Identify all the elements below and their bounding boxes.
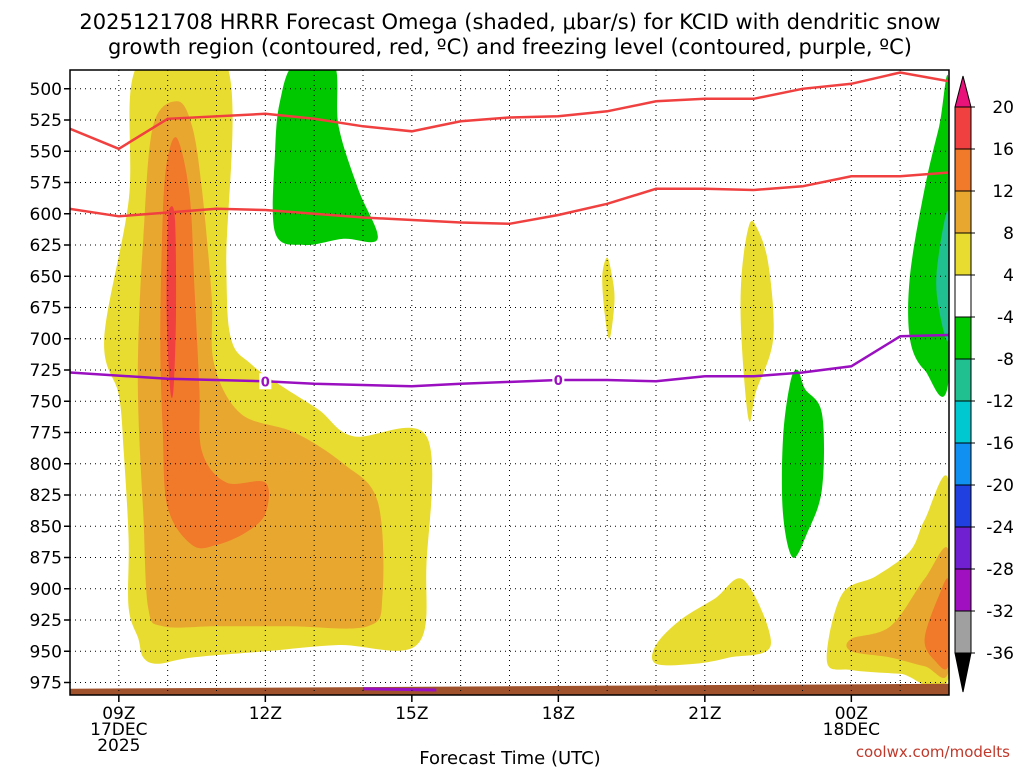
colorbar-label: 4 bbox=[1003, 266, 1014, 286]
ground-fill bbox=[70, 683, 949, 695]
colorbar-bin bbox=[954, 610, 972, 654]
y-tick-label: 600 bbox=[30, 205, 62, 225]
y-tick-label: 650 bbox=[30, 267, 62, 287]
omega-region-2 bbox=[160, 137, 270, 549]
terrain-ground bbox=[70, 683, 949, 695]
colorbar-bin bbox=[954, 568, 972, 612]
chart-title-line1: 2025121708 HRRR Forecast Omega (shaded, … bbox=[79, 10, 940, 34]
colorbar-label: 12 bbox=[992, 182, 1014, 202]
freezing-level-contour bbox=[70, 333, 949, 388]
y-tick-label: 975 bbox=[30, 674, 62, 694]
x-tick-label: 09Z bbox=[102, 704, 135, 724]
colorbar-label: -28 bbox=[986, 560, 1014, 580]
x-tick-label: 00Z bbox=[835, 704, 868, 724]
y-tick-label: 775 bbox=[30, 424, 62, 444]
colorbar-label: 20 bbox=[992, 98, 1014, 118]
chart-title-line2: growth region (contoured, red, ºC) and f… bbox=[108, 35, 912, 59]
colorbar-label: -36 bbox=[986, 644, 1014, 664]
dgz-upper-contour bbox=[70, 71, 949, 151]
y-axis-pressure: 500 525 550 575 600 625 650 675 700 725 750 775 800 8… bbox=[30, 80, 70, 694]
y-tick-label: 575 bbox=[30, 174, 62, 194]
omega-region-8 bbox=[846, 547, 949, 678]
dgz-lower-contour bbox=[70, 171, 949, 226]
omega-region-6 bbox=[651, 578, 771, 666]
grid-lines bbox=[70, 70, 949, 695]
omega-region-10 bbox=[272, 70, 378, 246]
omega-region-11 bbox=[781, 369, 825, 558]
colorbar-bin bbox=[954, 316, 972, 360]
colorbar-bin bbox=[954, 106, 972, 150]
colorbar-label: -8 bbox=[997, 350, 1014, 370]
x-tick-label: 12Z bbox=[249, 704, 282, 724]
colorbar-label: -4 bbox=[997, 308, 1014, 328]
x-tick-label: 17DEC bbox=[90, 720, 147, 740]
y-tick-label: 625 bbox=[30, 236, 62, 256]
y-tick-label: 925 bbox=[30, 611, 62, 631]
colorbar-label: 16 bbox=[992, 140, 1014, 160]
colorbar-legend: 20 16 12 8 4 -4 -8 -12 -16 -20 -24 -28 -32 -36 bbox=[954, 75, 1014, 693]
omega-region-9 bbox=[924, 578, 949, 670]
y-tick-label: 500 bbox=[30, 80, 62, 100]
colorbar-label: -16 bbox=[986, 434, 1014, 454]
omega-region-5 bbox=[740, 220, 774, 422]
colorbar-bin bbox=[954, 400, 972, 444]
colorbar-label: -24 bbox=[986, 518, 1014, 538]
colorbar-label: 8 bbox=[1003, 224, 1014, 244]
y-tick-label: 725 bbox=[30, 361, 62, 381]
freezing-label-bg-0 bbox=[259, 373, 272, 390]
colorbar-bin bbox=[954, 484, 972, 528]
colorbar-bottom-arrow bbox=[954, 652, 972, 693]
colorbar-label: -12 bbox=[986, 392, 1014, 412]
freezing-label-bg-1 bbox=[552, 372, 565, 388]
colorbar-bin bbox=[954, 274, 972, 318]
colorbar-bin bbox=[954, 190, 972, 234]
x-axis-label: Forecast Time (UTC) bbox=[419, 748, 600, 768]
x-tick-label: 18Z bbox=[542, 704, 575, 724]
omega-region-13 bbox=[936, 210, 949, 342]
colorbar-bin bbox=[954, 358, 972, 402]
x-tick-label: 21Z bbox=[688, 704, 721, 724]
x-tick-label: 15Z bbox=[395, 704, 428, 724]
plot-frame bbox=[69, 69, 950, 696]
colorbar-top-arrow bbox=[954, 75, 972, 108]
x-tick-label: 2025 bbox=[97, 736, 140, 756]
y-tick-label: 675 bbox=[30, 299, 62, 319]
y-tick-label: 950 bbox=[30, 642, 62, 662]
surface-freezing-segment bbox=[362, 687, 437, 692]
shaded-omega-regions bbox=[104, 70, 949, 690]
colorbar-label: -20 bbox=[986, 476, 1014, 496]
omega-region-4 bbox=[602, 257, 615, 339]
omega-region-3 bbox=[166, 206, 177, 399]
colorbar-bin bbox=[954, 442, 972, 486]
omega-region-12 bbox=[908, 74, 949, 397]
colorbar-bin bbox=[954, 526, 972, 570]
y-tick-label: 800 bbox=[30, 455, 62, 475]
y-tick-label: 550 bbox=[30, 142, 62, 162]
x-tick-label: 18DEC bbox=[823, 720, 880, 740]
y-tick-label: 825 bbox=[30, 486, 62, 506]
freezing-level-label: 0 bbox=[554, 374, 563, 389]
freezing-level-label: 0 bbox=[261, 375, 270, 390]
y-tick-label: 525 bbox=[30, 111, 62, 131]
y-tick-label: 850 bbox=[30, 517, 62, 537]
credit-text: coolwx.com/modelts bbox=[856, 743, 1010, 761]
colorbar-bin bbox=[954, 148, 972, 192]
colorbar-bin bbox=[954, 232, 972, 276]
y-tick-label: 750 bbox=[30, 392, 62, 412]
y-tick-label: 875 bbox=[30, 549, 62, 569]
y-tick-label: 700 bbox=[30, 330, 62, 350]
y-tick-label: 900 bbox=[30, 580, 62, 600]
colorbar-label: -32 bbox=[986, 602, 1014, 622]
